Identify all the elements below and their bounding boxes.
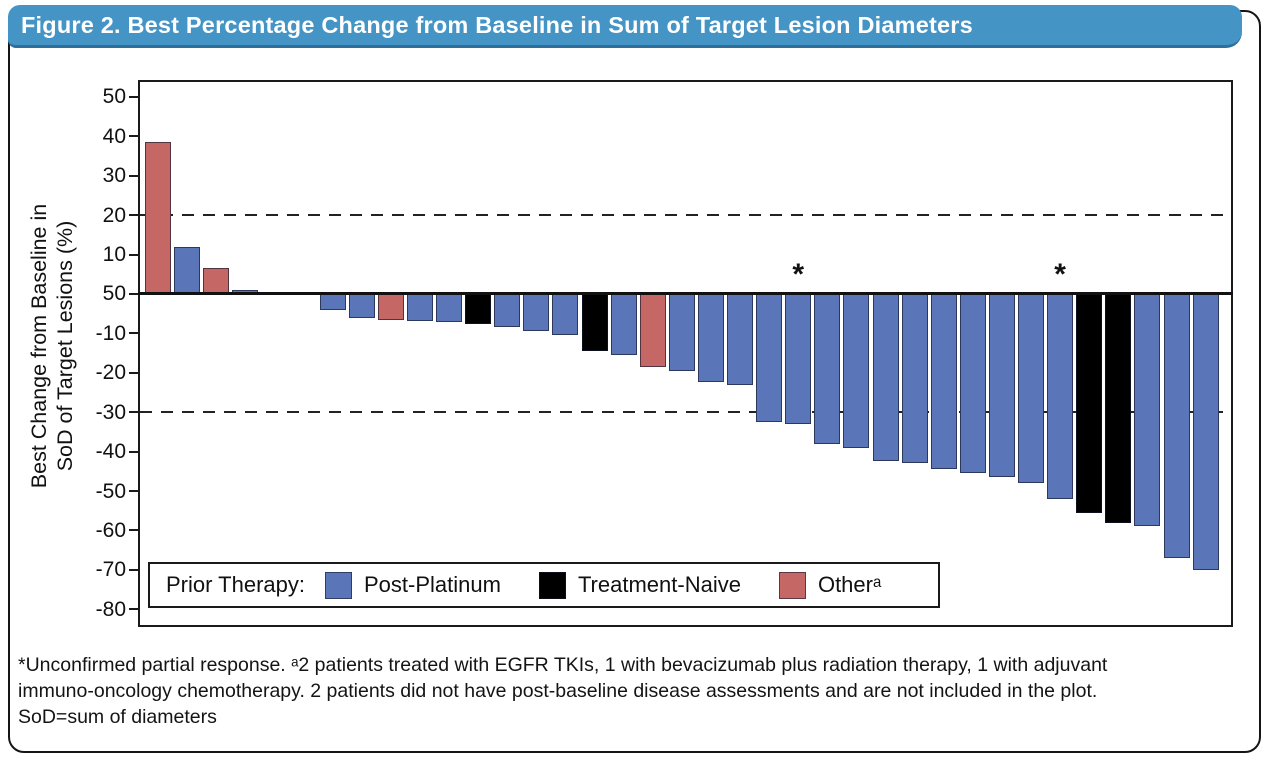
- bar: [319, 293, 346, 310]
- unconfirmed-response-asterisk: *: [1054, 258, 1066, 291]
- bar: [697, 293, 724, 382]
- bar: [610, 293, 637, 356]
- y-tick-mark: [129, 135, 138, 138]
- y-tick-label: 20: [102, 203, 126, 227]
- bar: [959, 293, 986, 474]
- bar: [1163, 293, 1190, 559]
- bar: [930, 293, 957, 470]
- legend-item-label: Treatment-Naive: [577, 572, 741, 597]
- y-tick-mark: [129, 608, 138, 611]
- y-tick-mark: [129, 568, 138, 571]
- bar: [523, 293, 550, 331]
- y-tick-label: 30: [102, 164, 126, 188]
- y-tick-mark: [129, 292, 138, 295]
- bar: [843, 293, 870, 448]
- y-tick-mark: [129, 529, 138, 532]
- y-tick-mark: [129, 332, 138, 335]
- legend: Prior Therapy: Post-Platinum Treatment-N…: [148, 562, 940, 608]
- y-tick-label: 50: [102, 85, 126, 109]
- y-tick-label: 50: [102, 282, 126, 306]
- bar: [814, 293, 841, 444]
- legend-item-treatment-naive: Treatment-Naive: [538, 571, 741, 599]
- y-tick-label: -80: [95, 597, 126, 621]
- y-tick-label: -60: [95, 518, 126, 542]
- footnote: *Unconfirmed partial response. ᵃ2 patien…: [18, 652, 1250, 730]
- bar: [639, 293, 666, 367]
- y-tick-mark: [129, 411, 138, 414]
- bar: [581, 293, 608, 352]
- unconfirmed-response-asterisk: *: [792, 258, 805, 291]
- bar: [377, 293, 404, 320]
- footnote-line-2: immuno-oncology chemotherapy. 2 patients…: [18, 680, 1098, 702]
- legend-item-other: Otherᵃ: [778, 571, 882, 599]
- figure-title: Figure 2. Best Percentage Change from Ba…: [21, 11, 973, 38]
- footnote-line-3: SoD=sum of diameters: [18, 706, 217, 728]
- bar: [1105, 293, 1132, 523]
- bar: [494, 293, 521, 328]
- reference-line: [140, 214, 1231, 217]
- bar: [436, 293, 462, 322]
- y-tick-mark: [129, 214, 138, 217]
- y-tick-mark: [129, 450, 138, 453]
- bar: [901, 293, 928, 464]
- other-swatch: [778, 571, 806, 599]
- y-tick-mark: [129, 253, 138, 256]
- bar: [668, 293, 695, 371]
- y-tick-mark: [129, 371, 138, 374]
- bar: [1047, 293, 1074, 499]
- y-tick-mark: [129, 490, 138, 493]
- zero-baseline: [138, 292, 1233, 296]
- bar: [465, 293, 492, 324]
- legend-item-label: Post-Platinum: [363, 572, 501, 597]
- y-tick-label: -40: [95, 440, 126, 464]
- bar: [785, 293, 812, 425]
- y-tick-label: 40: [102, 124, 126, 148]
- figure-title-bar: Figure 2. Best Percentage Change from Ba…: [8, 5, 1242, 48]
- bar: [1134, 293, 1161, 527]
- bar: [203, 268, 230, 294]
- reference-line: [140, 411, 1231, 414]
- bar: [406, 293, 433, 321]
- legend-item-label: Otherᵃ: [817, 572, 882, 597]
- y-tick-mark: [129, 174, 138, 177]
- bar: [872, 293, 899, 462]
- bar: [1018, 293, 1044, 484]
- bar: [552, 293, 579, 335]
- bar: [1192, 293, 1219, 570]
- bar: [756, 293, 783, 423]
- y-tick-label: -70: [95, 558, 126, 582]
- legend-title: Prior Therapy:: [166, 572, 305, 597]
- y-axis-title-line-1: Best Change from Baseline in: [27, 203, 51, 489]
- bar: [988, 293, 1015, 478]
- bar: [727, 293, 753, 386]
- legend-item-post-platinum: Post-Platinum: [324, 571, 501, 599]
- footnote-line-1: *Unconfirmed partial response. ᵃ2 patien…: [18, 654, 1108, 676]
- bar: [1076, 293, 1103, 513]
- y-tick-label: -10: [95, 321, 126, 345]
- y-tick-mark: [129, 95, 138, 98]
- treatment-naive-swatch: [538, 571, 566, 599]
- y-tick-label: -20: [95, 361, 126, 385]
- bar: [145, 142, 171, 294]
- y-tick-label: -30: [95, 400, 126, 424]
- y-tick-label: 10: [102, 243, 126, 267]
- y-tick-label: -50: [95, 479, 126, 503]
- bar: [174, 246, 201, 294]
- post-platinum-swatch: [324, 571, 352, 599]
- bar: [348, 293, 375, 318]
